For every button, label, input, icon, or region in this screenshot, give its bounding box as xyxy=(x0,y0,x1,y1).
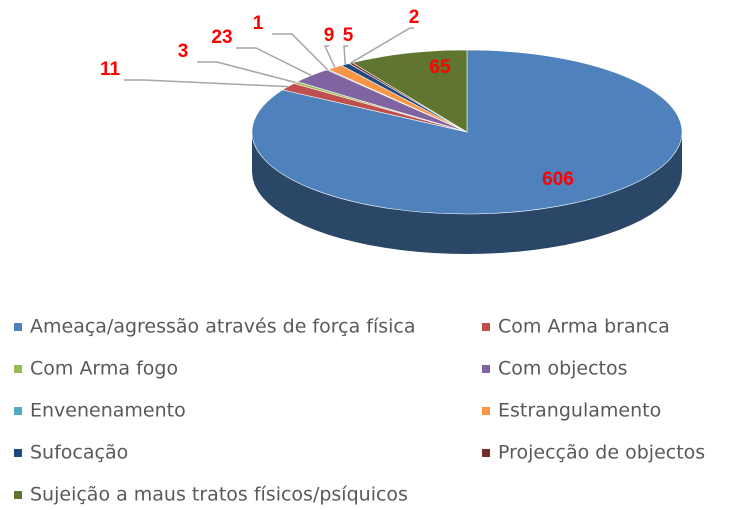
legend-label: Sujeição a maus tratos físicos/psíquicos xyxy=(30,484,408,506)
data-label: 3 xyxy=(178,41,189,62)
legend-label: Envenenamento xyxy=(30,400,186,422)
data-label: 606 xyxy=(542,169,574,190)
legend-label: Estrangulamento xyxy=(498,400,661,422)
legend-marker xyxy=(482,365,490,373)
legend-label: Com objectos xyxy=(498,358,628,380)
data-label: 23 xyxy=(211,27,232,48)
legend-marker xyxy=(482,323,490,331)
pie-side xyxy=(252,132,682,254)
legend-marker xyxy=(482,407,490,415)
leader-line xyxy=(323,45,336,68)
leader-line xyxy=(197,61,296,84)
data-label: 9 xyxy=(324,25,335,46)
data-label: 2 xyxy=(409,7,420,28)
legend-label: Com Arma fogo xyxy=(30,358,178,380)
data-label: 1 xyxy=(253,13,264,34)
data-label: 65 xyxy=(429,57,451,78)
legend-marker xyxy=(482,449,490,457)
leader-line xyxy=(272,33,328,71)
legend-marker xyxy=(14,407,22,415)
legend-label: Ameaça/agressão através de força física xyxy=(30,316,416,338)
leader-line xyxy=(236,47,312,77)
legend-marker xyxy=(14,449,22,457)
data-label: 5 xyxy=(343,25,354,46)
leader-line xyxy=(124,79,289,88)
legend-label: Projecção de objectos xyxy=(498,442,705,464)
pie-slice xyxy=(351,49,468,133)
legend-marker xyxy=(14,365,22,373)
legend-label: Sufocação xyxy=(30,442,128,464)
legend-marker xyxy=(14,323,22,331)
legend-label: Com Arma branca xyxy=(498,316,670,338)
legend-marker xyxy=(14,491,22,499)
leader-line xyxy=(343,45,348,65)
leader-line xyxy=(350,27,414,64)
data-label: 11 xyxy=(100,59,121,80)
